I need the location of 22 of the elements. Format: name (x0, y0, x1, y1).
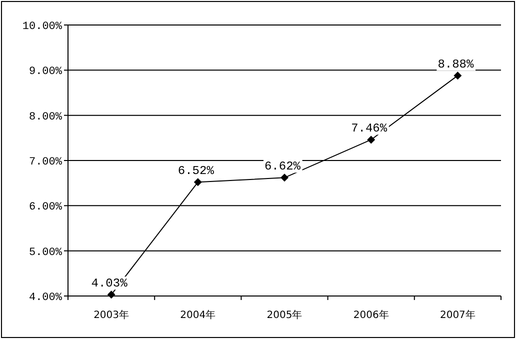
x-tick-label: 2003年 (94, 309, 130, 321)
data-label: 6.52% (178, 164, 215, 178)
y-tick-label: 7.00% (28, 156, 62, 168)
point (454, 72, 462, 80)
x-tick-label: 2007年 (440, 309, 476, 321)
y-tick-label: 6.00% (28, 202, 62, 214)
x-tick-label: 2006年 (353, 309, 389, 321)
point (367, 136, 376, 144)
y-tick-label: 4.00% (28, 292, 62, 304)
data-label: 4.03% (91, 276, 128, 291)
point (107, 290, 116, 299)
data-label: 8.88% (438, 58, 474, 72)
x-tick-label: 2005年 (266, 309, 302, 321)
y-tick-label: 5.00% (28, 246, 62, 259)
point (280, 174, 288, 182)
y-tick-label: 8.00% (28, 111, 62, 124)
data-label: 7.46% (351, 122, 388, 136)
y-tick-label: 10.00% (22, 21, 62, 33)
data-label: 6.62% (264, 160, 302, 174)
point (194, 178, 202, 186)
x-tick-label: 2004年 (180, 309, 216, 321)
y-tick-label: 9.00% (28, 66, 62, 78)
